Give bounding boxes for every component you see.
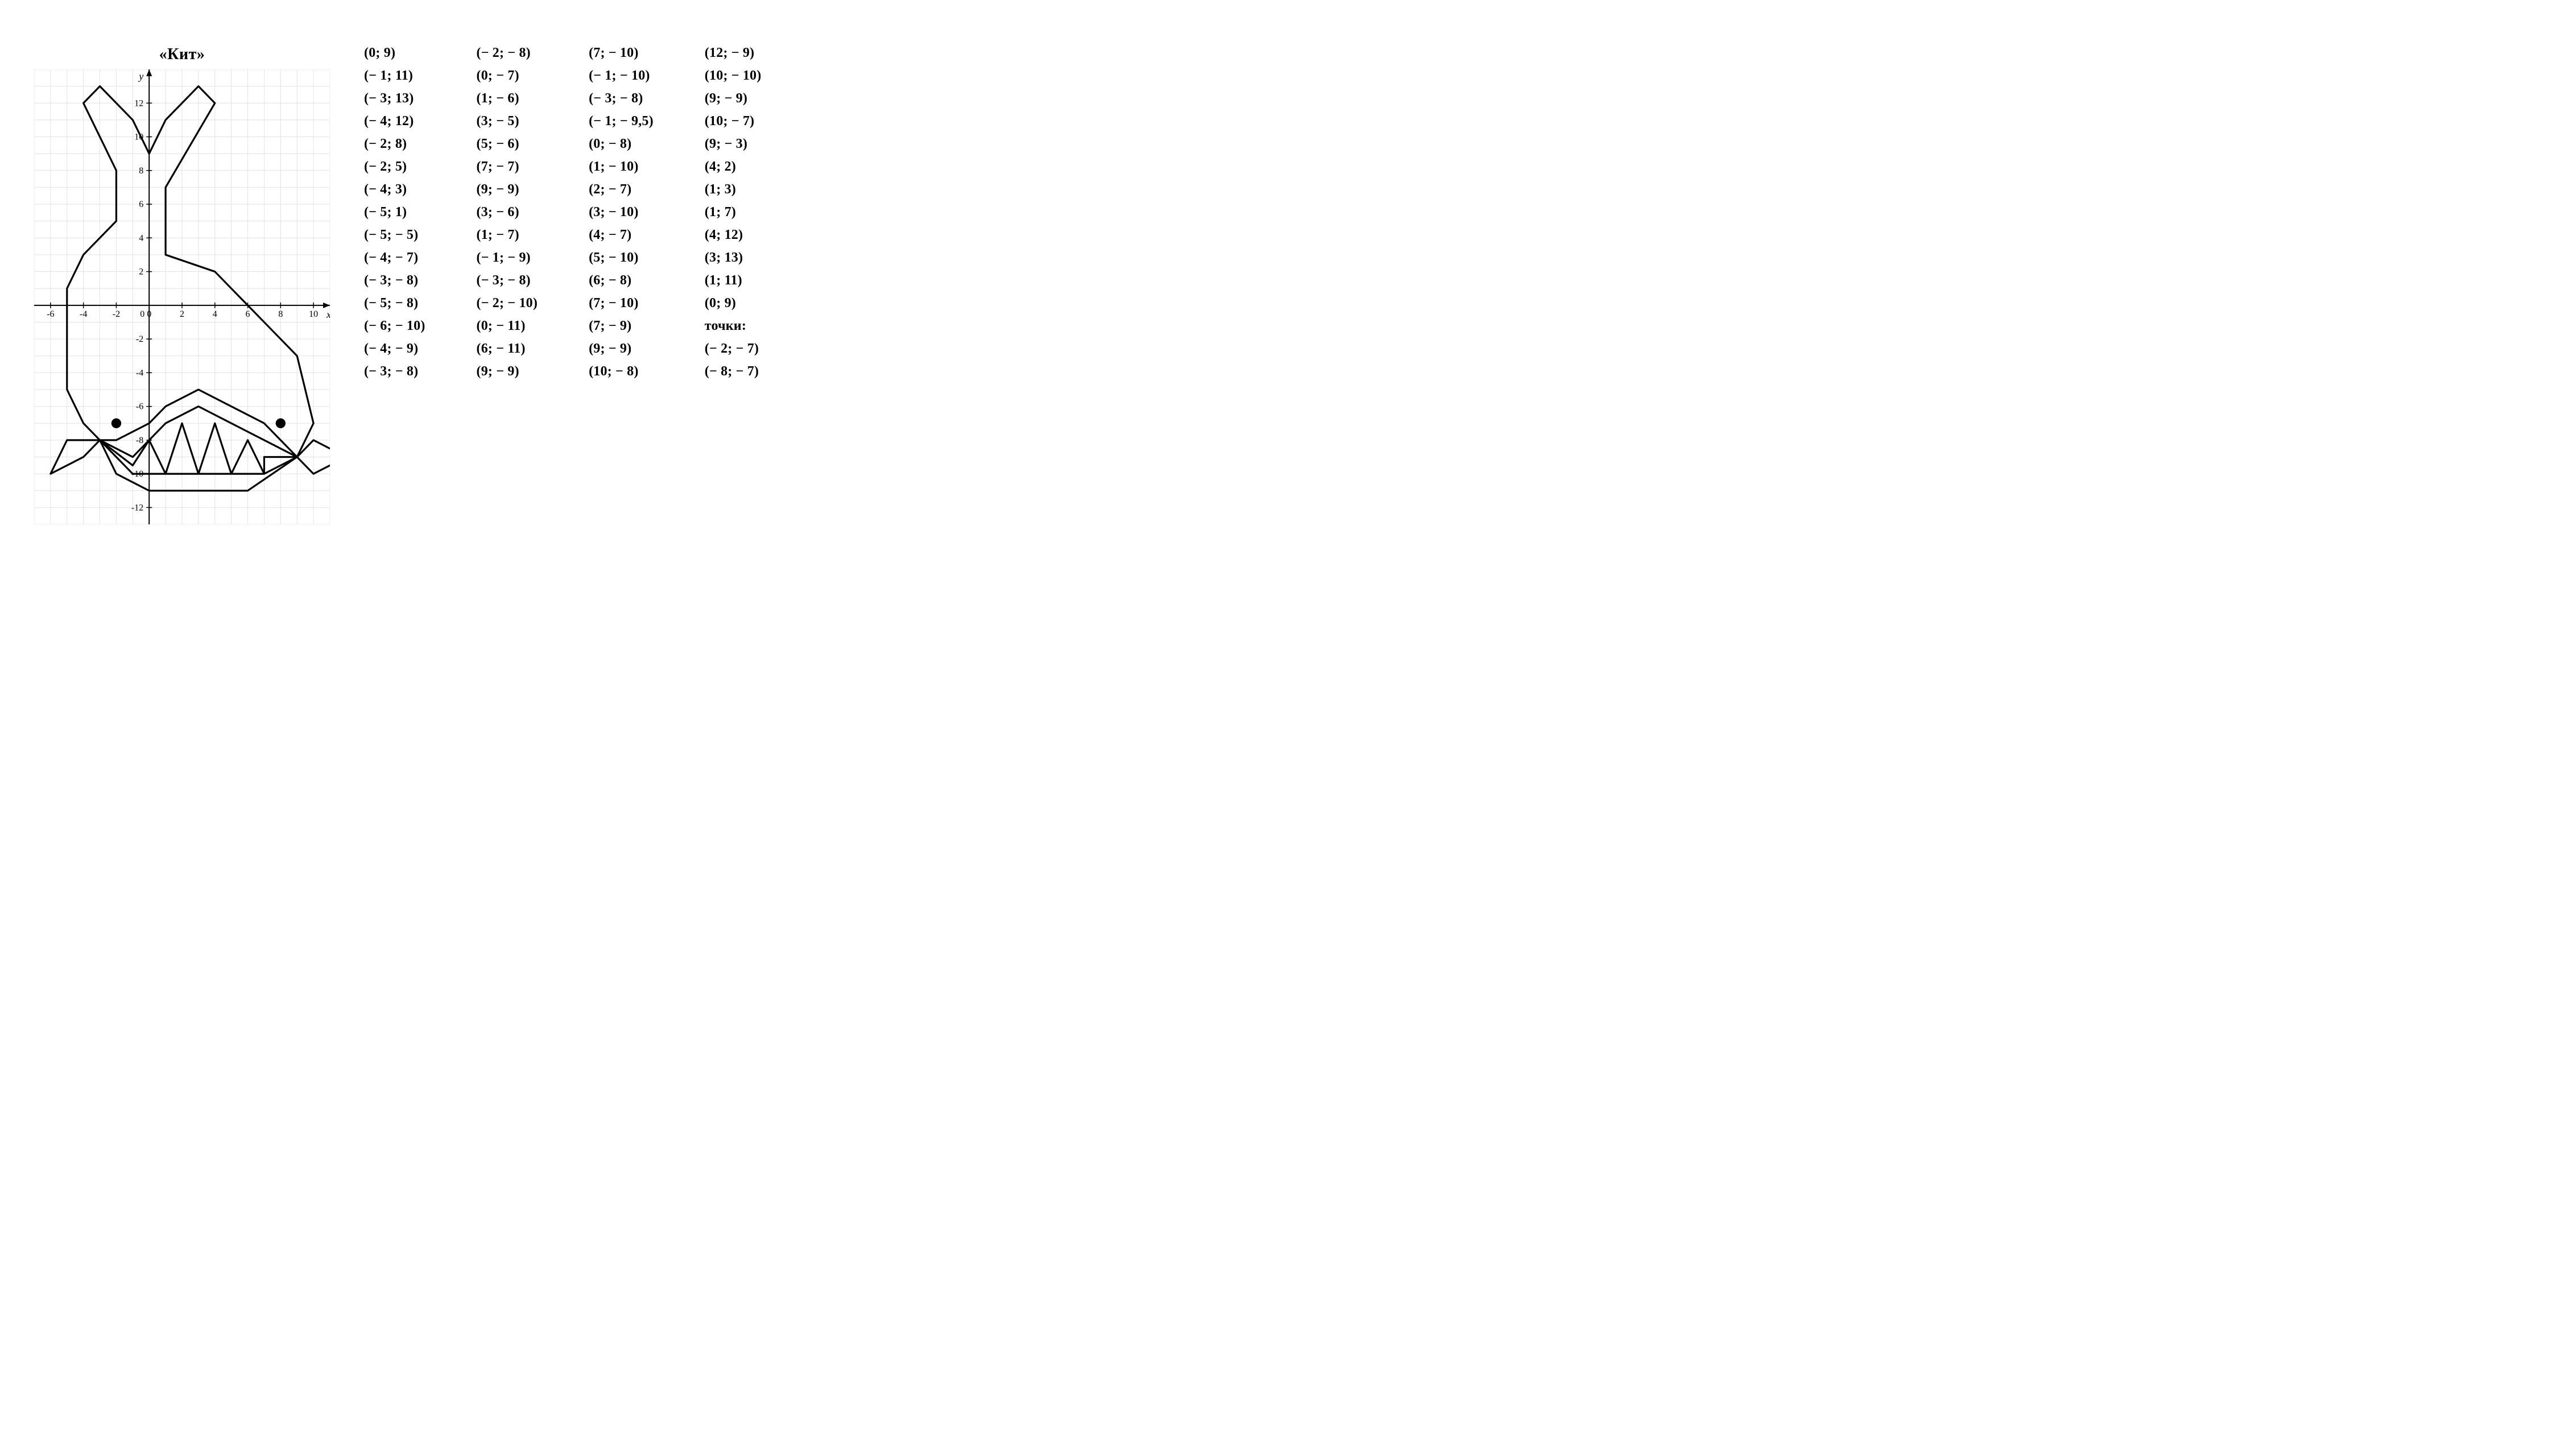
coord-cell: (5; − 10) [589, 250, 654, 266]
coordinates-grid: (0; 9) (− 1; 11) (− 3; 13) (− 4; 12) (− 2; 8… [364, 23, 2537, 379]
coord-cell: (3; 13) [705, 250, 762, 266]
coord-cell: (9; − 3) [705, 136, 762, 152]
plot-svg: -6-4-20246810-12-10-8-6-4-2246810120xy [34, 69, 330, 524]
coord-cell: (7; − 9) [589, 318, 654, 334]
svg-text:4: 4 [139, 233, 143, 243]
svg-text:6: 6 [139, 200, 143, 209]
coord-cell: (− 2; 5) [364, 159, 425, 175]
coord-cell: (1; − 6) [477, 91, 538, 106]
coord-cell: (10; − 10) [705, 68, 762, 84]
svg-text:-4: -4 [80, 309, 87, 319]
coord-cell: (− 2; − 7) [705, 341, 762, 357]
left-column: «Кит» -6-4-20246810-12-10-8-6-4-22468101… [34, 23, 330, 524]
coord-cell: (5; − 6) [477, 136, 538, 152]
coord-cell: (− 2; − 10) [477, 296, 538, 311]
coord-cell: (− 5; 1) [364, 205, 425, 220]
coord-cell: (− 4; 3) [364, 182, 425, 197]
coord-cell: (1; − 10) [589, 159, 654, 175]
coord-cell: (− 3; − 8) [589, 91, 654, 106]
coord-cell: (4; − 7) [589, 228, 654, 243]
svg-text:-4: -4 [136, 368, 143, 378]
svg-text:0: 0 [147, 309, 151, 319]
coord-cell: (− 1; − 10) [589, 68, 654, 84]
svg-text:8: 8 [278, 309, 283, 319]
coord-cell: (0; − 11) [477, 318, 538, 334]
svg-text:4: 4 [213, 309, 217, 319]
coord-cell: (12; − 9) [705, 46, 762, 61]
coord-cell: (− 2; 8) [364, 136, 425, 152]
coord-cell: (9; − 9) [477, 364, 538, 379]
svg-text:-6: -6 [136, 402, 143, 412]
coord-cell: (4; 12) [705, 228, 762, 243]
coord-cell: (− 1; 11) [364, 68, 425, 84]
coord-cell: (− 3; − 8) [477, 273, 538, 288]
coord-column-0: (0; 9) (− 1; 11) (− 3; 13) (− 4; 12) (− 2; 8… [364, 46, 425, 379]
coord-cell: (10; − 8) [589, 364, 654, 379]
coord-column-2: (7; − 10) (− 1; − 10) (− 3; − 8) (− 1; − 9,… [589, 46, 654, 379]
coord-cell: (− 1; − 9) [477, 250, 538, 266]
coord-column-3: (12; − 9) (10; − 10) (9; − 9) (10; − 7) (9; … [705, 46, 762, 379]
coord-cell: (7; − 10) [589, 46, 654, 61]
coord-cell: (− 8; − 7) [705, 364, 762, 379]
worksheet-page: «Кит» -6-4-20246810-12-10-8-6-4-22468101… [0, 0, 2571, 547]
svg-text:-12: -12 [131, 503, 143, 512]
coord-cell: (1; 11) [705, 273, 762, 288]
svg-text:x: x [326, 309, 330, 320]
coordinate-plot: -6-4-20246810-12-10-8-6-4-2246810120xy [34, 69, 330, 524]
coord-column-1: (− 2; − 8) (0; − 7) (1; − 6) (3; − 5) (5; − … [477, 46, 538, 379]
coord-cell: (− 1; − 9,5) [589, 114, 654, 129]
coord-cell: (1; 7) [705, 205, 762, 220]
coord-cell: (0; − 8) [589, 136, 654, 152]
svg-text:10: 10 [309, 309, 318, 319]
coord-cell: (3; − 6) [477, 205, 538, 220]
coord-cell: (0; − 7) [477, 68, 538, 84]
coord-cell: (− 3; − 8) [364, 364, 425, 379]
coord-cell: (6; − 8) [589, 273, 654, 288]
coord-cell: (9; − 9) [705, 91, 762, 106]
figure-title: «Кит» [159, 46, 205, 64]
svg-text:8: 8 [139, 166, 143, 176]
coord-cell: (0; 9) [364, 46, 425, 61]
svg-text:-2: -2 [136, 334, 143, 344]
coord-cell: (7; − 10) [589, 296, 654, 311]
svg-text:y: y [138, 71, 143, 82]
coord-cell: (− 4; 12) [364, 114, 425, 129]
svg-text:-6: -6 [47, 309, 54, 319]
coord-cell: (6; − 11) [477, 341, 538, 357]
coord-cell: (3; − 10) [589, 205, 654, 220]
coord-cell: (9; − 9) [477, 182, 538, 197]
svg-text:0: 0 [140, 309, 144, 319]
svg-text:-8: -8 [136, 436, 143, 445]
coord-cell: (− 3; − 8) [364, 273, 425, 288]
coord-cell: (− 2; − 8) [477, 46, 538, 61]
coord-cell: (4; 2) [705, 159, 762, 175]
coord-cell: (− 5; − 5) [364, 228, 425, 243]
coord-cell: (2; − 7) [589, 182, 654, 197]
svg-text:12: 12 [134, 98, 143, 108]
coord-cell: (− 6; − 10) [364, 318, 425, 334]
coord-cell: (− 4; − 9) [364, 341, 425, 357]
coord-cell: точки: [705, 318, 762, 334]
svg-text:-2: -2 [113, 309, 120, 319]
coord-cell: (0; 9) [705, 296, 762, 311]
svg-text:2: 2 [139, 267, 143, 277]
coord-cell: (− 3; 13) [364, 91, 425, 106]
svg-text:6: 6 [246, 309, 250, 319]
coord-cell: (9; − 9) [589, 341, 654, 357]
coord-cell: (− 5; − 8) [364, 296, 425, 311]
coord-cell: (10; − 7) [705, 114, 762, 129]
coord-cell: (1; 3) [705, 182, 762, 197]
svg-text:2: 2 [180, 309, 184, 319]
coord-cell: (1; − 7) [477, 228, 538, 243]
coord-cell: (3; − 5) [477, 114, 538, 129]
coord-cell: (7; − 7) [477, 159, 538, 175]
coord-cell: (− 4; − 7) [364, 250, 425, 266]
